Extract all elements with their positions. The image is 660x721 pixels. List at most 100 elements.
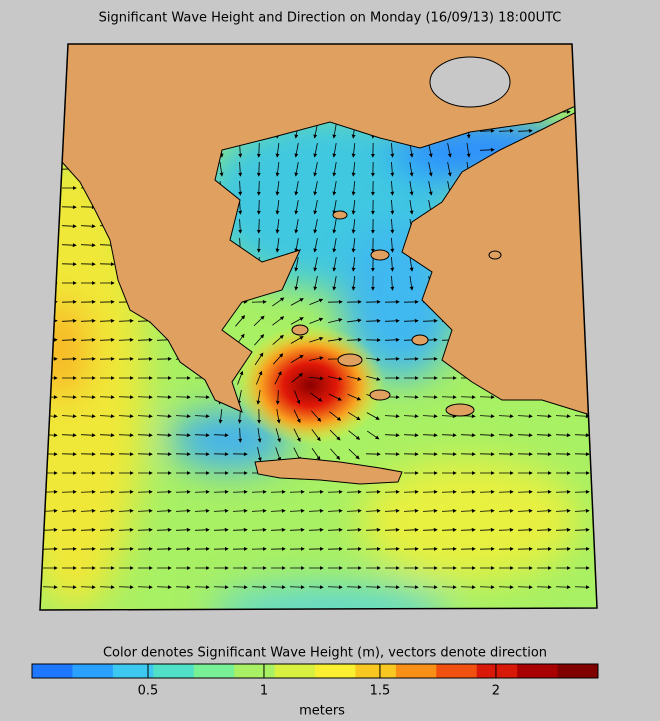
vector: [348, 448, 360, 460]
vector: [118, 527, 134, 532]
vector: [384, 414, 400, 419]
vector: [290, 317, 304, 325]
vector: [276, 409, 281, 424]
vector: [213, 433, 229, 438]
vector: [137, 337, 153, 342]
vector: [294, 200, 299, 215]
vector: [441, 414, 457, 419]
vector: [80, 243, 96, 248]
vector: [365, 318, 381, 323]
vector: [275, 181, 280, 196]
vector: [536, 527, 552, 532]
vector: [294, 276, 299, 291]
map: [40, 44, 597, 610]
vector: [309, 356, 324, 361]
vector: [351, 199, 356, 215]
vector: [313, 257, 318, 272]
vector: [156, 508, 172, 513]
vector: [346, 508, 362, 513]
vector: [256, 180, 261, 196]
vector: [294, 219, 299, 234]
vector: [403, 414, 419, 419]
vector: [118, 433, 134, 438]
vector: [498, 527, 514, 532]
vector: [332, 276, 337, 291]
vector: [294, 238, 299, 253]
vector: [80, 414, 96, 419]
vector: [332, 257, 337, 272]
vector: [332, 143, 337, 158]
vector: [441, 508, 457, 513]
vector: [238, 161, 243, 177]
vector: [313, 276, 318, 291]
vector: [422, 527, 438, 532]
vector: [403, 318, 419, 323]
vector: [428, 162, 433, 177]
vector: [251, 508, 267, 513]
vector: [194, 433, 210, 438]
vector: [42, 224, 58, 229]
vector: [175, 433, 191, 438]
vector: [42, 128, 58, 133]
vector: [61, 224, 77, 229]
vector: [366, 357, 381, 362]
vector: [498, 433, 514, 438]
vector: [175, 414, 191, 419]
vector: [313, 200, 318, 215]
vector: [42, 53, 58, 58]
vector: [479, 128, 495, 133]
vector: [175, 508, 191, 513]
vector: [574, 414, 590, 419]
colorbar-segment: [234, 664, 276, 678]
vector: [390, 142, 395, 158]
vector: [254, 352, 264, 366]
vector: [42, 527, 58, 532]
vector: [327, 508, 343, 513]
vector: [574, 527, 590, 532]
vector: [272, 297, 285, 307]
vector: [466, 143, 471, 158]
vector: [384, 527, 400, 532]
vector: [275, 389, 280, 405]
vector: [422, 414, 438, 419]
vector: [479, 433, 495, 438]
vector: [80, 318, 96, 323]
vector: [403, 508, 419, 513]
vector: [479, 527, 495, 532]
vector: [332, 162, 337, 177]
vector: [332, 181, 337, 196]
vector: [290, 298, 304, 306]
vector: [61, 527, 77, 532]
vector: [313, 219, 318, 234]
vector: [517, 433, 533, 438]
vector: [272, 334, 284, 345]
vector: [479, 414, 495, 419]
vector: [137, 433, 153, 438]
vector: [156, 414, 172, 419]
vector: [390, 237, 395, 253]
vector: [256, 370, 263, 385]
vector: [403, 527, 419, 532]
vector: [219, 162, 224, 177]
vector: [346, 527, 362, 532]
vector: [311, 410, 322, 422]
vector: [536, 414, 552, 419]
vector: [309, 298, 324, 306]
vector: [254, 334, 265, 346]
vector: [384, 433, 400, 438]
colorbar-unit: meters: [299, 704, 345, 719]
colorbar-tick-label: 1.5: [370, 684, 391, 699]
vector: [156, 433, 172, 438]
vector: [308, 527, 324, 532]
vector: [555, 433, 571, 438]
vector: [194, 414, 210, 419]
vector: [194, 527, 210, 532]
vector: [328, 337, 343, 342]
vector: [232, 527, 248, 532]
hotspot: [235, 325, 385, 445]
vector: [275, 162, 280, 177]
vector: [275, 447, 282, 462]
vector: [256, 390, 261, 405]
vector: [409, 257, 414, 272]
vector: [498, 508, 514, 513]
